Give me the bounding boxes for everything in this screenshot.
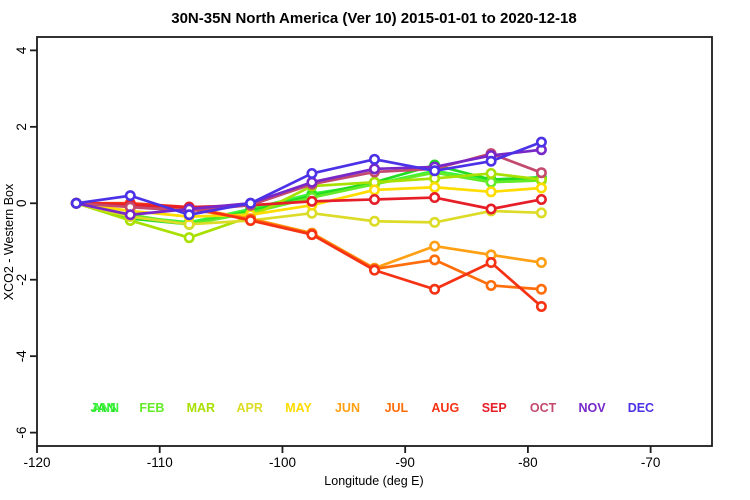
chart-title: 30N-35N North America (Ver 10) 2015-01-0… — [171, 10, 576, 27]
axes: -120 -110 -100 -90 -80 -70 4 2 0 -2 -4 -6 — [14, 36, 713, 470]
series-group — [70, 136, 547, 312]
data-point-may — [429, 181, 441, 193]
legend-label-jan: JAN — [90, 401, 115, 415]
data-point-nov — [368, 163, 380, 175]
data-point-aug — [535, 300, 547, 312]
y-tick-label: -2 — [14, 274, 29, 286]
data-point-aug — [306, 229, 318, 241]
series-dec — [70, 136, 547, 221]
legend-label-aug: AUG — [431, 401, 459, 415]
data-point-sep — [485, 203, 497, 215]
legend-label-oct: OCT — [530, 401, 557, 415]
data-point-dec — [368, 153, 380, 165]
data-point-sep — [306, 195, 318, 207]
data-point-apr — [368, 215, 380, 227]
data-point-sep — [535, 193, 547, 205]
legend-label-sep: SEP — [482, 401, 507, 415]
x-axis-label: Longitude (deg E) — [324, 474, 423, 488]
data-point-oct — [535, 167, 547, 179]
data-point-dec — [429, 165, 441, 177]
legend-label-mar: MAR — [187, 401, 215, 415]
legend-label-nov: NOV — [578, 401, 606, 415]
data-point-jul — [429, 254, 441, 266]
data-point-nov — [306, 176, 318, 188]
data-point-apr — [535, 207, 547, 219]
legend: JAN FEB MAR APR MAY JUN JUL AUG SEP OCT NOV DEC ANN — [90, 401, 654, 415]
data-point-may — [368, 184, 380, 196]
legend-label-jun: JUN — [335, 401, 360, 415]
data-point-jul — [535, 283, 547, 295]
x-tick-label: -90 — [395, 455, 415, 470]
data-point-mar — [485, 167, 497, 179]
x-tick-label: -110 — [147, 455, 173, 470]
data-point-aug — [368, 264, 380, 276]
data-point-aug — [485, 257, 497, 269]
data-point-dec — [183, 209, 195, 221]
x-tick-label: -80 — [518, 455, 538, 470]
data-point-aug — [429, 283, 441, 295]
y-tick-label: -6 — [14, 427, 29, 439]
plot-border — [36, 36, 713, 447]
data-point-dec — [70, 197, 82, 209]
legend-label-feb: FEB — [139, 401, 164, 415]
data-point-feb — [485, 176, 497, 188]
data-point-dec — [485, 155, 497, 167]
data-point-dec — [245, 197, 257, 209]
data-point-jun — [429, 240, 441, 252]
x-tick-label: -100 — [269, 455, 296, 470]
legend-label-dec: DEC — [628, 401, 654, 415]
legend-label-may: MAY — [285, 401, 312, 415]
data-point-jul — [485, 279, 497, 291]
data-point-apr — [429, 216, 441, 228]
x-tick-label: -120 — [23, 455, 50, 470]
data-point-mar — [183, 232, 195, 244]
data-point-may — [535, 182, 547, 194]
y-tick-label: 0 — [14, 200, 29, 208]
legend-label-ann: ANN — [92, 401, 119, 415]
data-point-dec — [124, 190, 136, 202]
data-point-dec — [535, 136, 547, 148]
data-point-nov — [124, 209, 136, 221]
y-axis-label: XCO2 - Western Box — [2, 183, 16, 300]
data-point-sep — [429, 192, 441, 204]
legend-label-apr: APR — [236, 401, 262, 415]
legend-label-jul: JUL — [385, 401, 409, 415]
data-point-may — [485, 186, 497, 198]
y-tick-label: 2 — [14, 123, 29, 131]
y-tick-label: 4 — [14, 46, 29, 54]
data-point-dec — [306, 167, 318, 179]
data-point-sep — [368, 193, 380, 205]
x-tick-label: -70 — [641, 455, 661, 470]
data-point-jun — [535, 257, 547, 269]
data-point-aug — [245, 214, 257, 226]
y-tick-label: -4 — [14, 350, 29, 362]
